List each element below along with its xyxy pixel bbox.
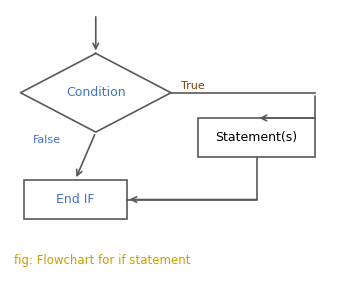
Text: False: False [32,135,61,145]
Bar [198,118,315,157]
Text: True: True [181,81,205,90]
Text: Statement(s): Statement(s) [215,131,298,144]
Bar [24,180,127,219]
Text: fig: Flowchart for if statement: fig: Flowchart for if statement [14,254,190,267]
Text: End IF: End IF [56,193,94,206]
Text: Condition: Condition [66,86,126,99]
